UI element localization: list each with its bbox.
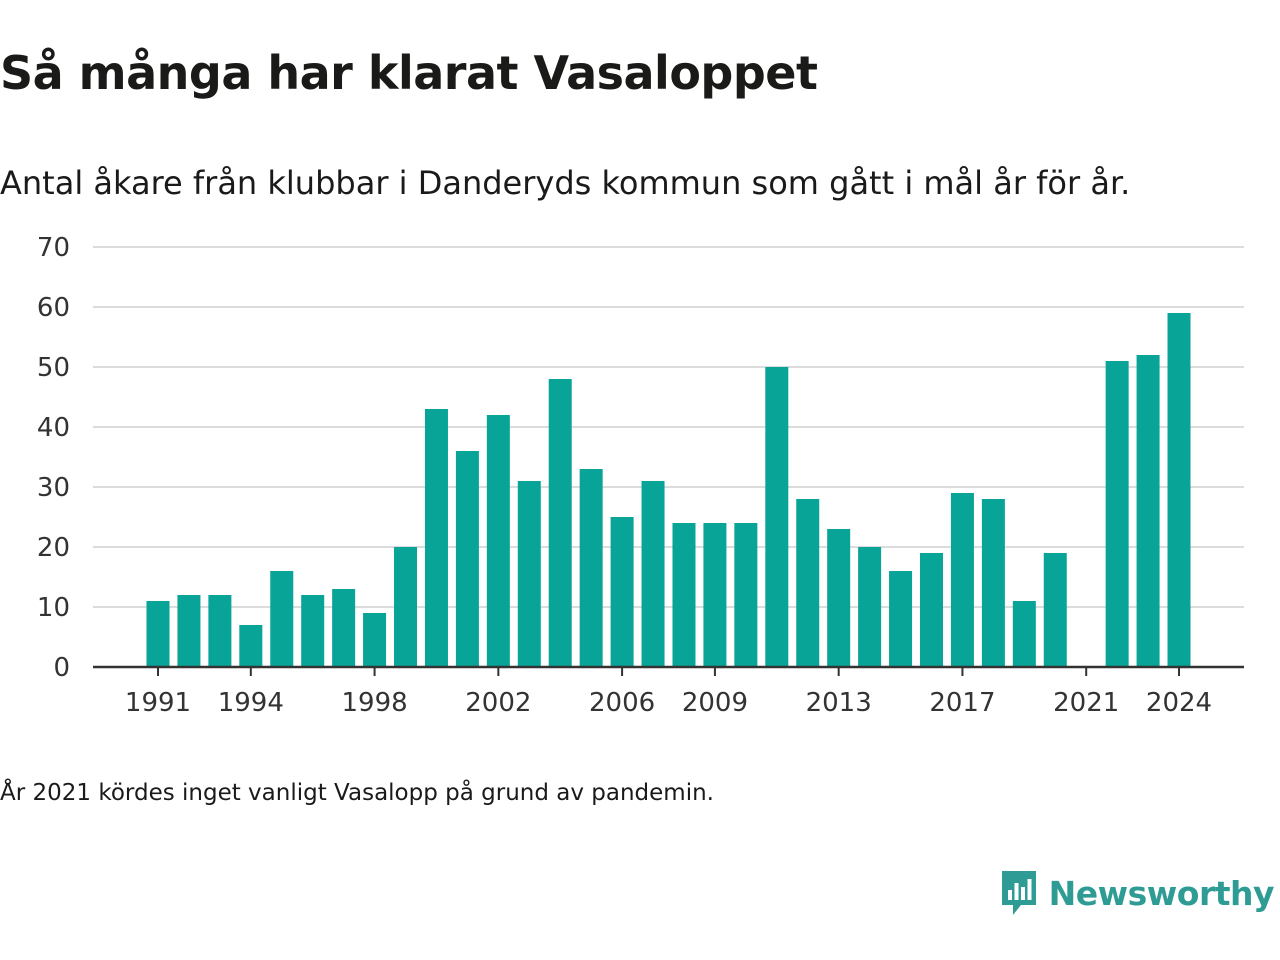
x-tick-label: 2024	[1146, 688, 1212, 718]
bar	[548, 379, 572, 667]
bar	[734, 523, 758, 667]
bar	[858, 547, 882, 667]
bar	[363, 613, 387, 667]
bar	[455, 451, 479, 667]
bar	[641, 481, 665, 667]
bar	[424, 409, 448, 667]
bar	[703, 523, 727, 667]
x-tick-label: 2017	[929, 688, 995, 718]
x-tick-label: 1991	[125, 688, 191, 718]
newsworthy-brand: Newsworthy	[999, 868, 1275, 918]
bar	[208, 595, 232, 667]
y-tick-label: 30	[37, 473, 70, 503]
chart-footnote: År 2021 kördes inget vanligt Vasalopp på…	[0, 780, 714, 806]
x-tick-label: 1994	[218, 688, 284, 718]
y-tick-label: 20	[37, 533, 70, 563]
bar	[579, 469, 603, 667]
bar	[146, 601, 170, 667]
bar	[1043, 553, 1067, 667]
bar	[517, 481, 541, 667]
bar	[610, 517, 634, 667]
x-tick-label: 2021	[1053, 688, 1119, 718]
x-tick-label: 2009	[682, 688, 748, 718]
bar	[270, 571, 294, 667]
x-tick-label: 2013	[806, 688, 872, 718]
x-tick-label: 2002	[465, 688, 531, 718]
bar	[950, 493, 974, 667]
bar	[239, 625, 263, 667]
bar	[486, 415, 510, 667]
y-tick-label: 10	[37, 593, 70, 623]
bar	[1136, 355, 1160, 667]
bar-chart: 0 10 20 30 40 50 60 70 1991 1994 1998 2002 2006 2009 2…	[0, 230, 1280, 730]
y-tick-label: 60	[37, 293, 70, 323]
bar	[332, 589, 356, 667]
y-tick-label: 0	[53, 653, 70, 683]
bar	[1105, 361, 1129, 667]
bar	[394, 547, 418, 667]
bar	[177, 595, 201, 667]
y-tick-label: 50	[37, 353, 70, 383]
bar	[827, 529, 851, 667]
x-tick-label: 1998	[341, 688, 407, 718]
bar	[765, 367, 789, 667]
bar-chart-svg: 0 10 20 30 40 50 60 70 1991 1994 1998 2002 2006 2009 2…	[37, 233, 1244, 718]
chart-subtitle: Antal åkare från klubbar i Danderyds kom…	[0, 164, 1131, 202]
x-tick-label: 2006	[589, 688, 655, 718]
bar	[981, 499, 1005, 667]
bar	[920, 553, 943, 667]
bar	[1012, 601, 1036, 667]
bar	[301, 595, 325, 667]
chart-title: Så många har klarat Vasaloppet	[0, 46, 818, 100]
y-tick-label: 70	[37, 233, 70, 263]
newsworthy-logo-icon	[1001, 871, 1036, 915]
y-tick-label: 40	[37, 413, 70, 443]
bar	[796, 499, 820, 667]
bar	[1167, 313, 1191, 667]
brand-name: Newsworthy	[1048, 873, 1275, 913]
bar	[672, 523, 696, 667]
bar	[889, 571, 913, 667]
